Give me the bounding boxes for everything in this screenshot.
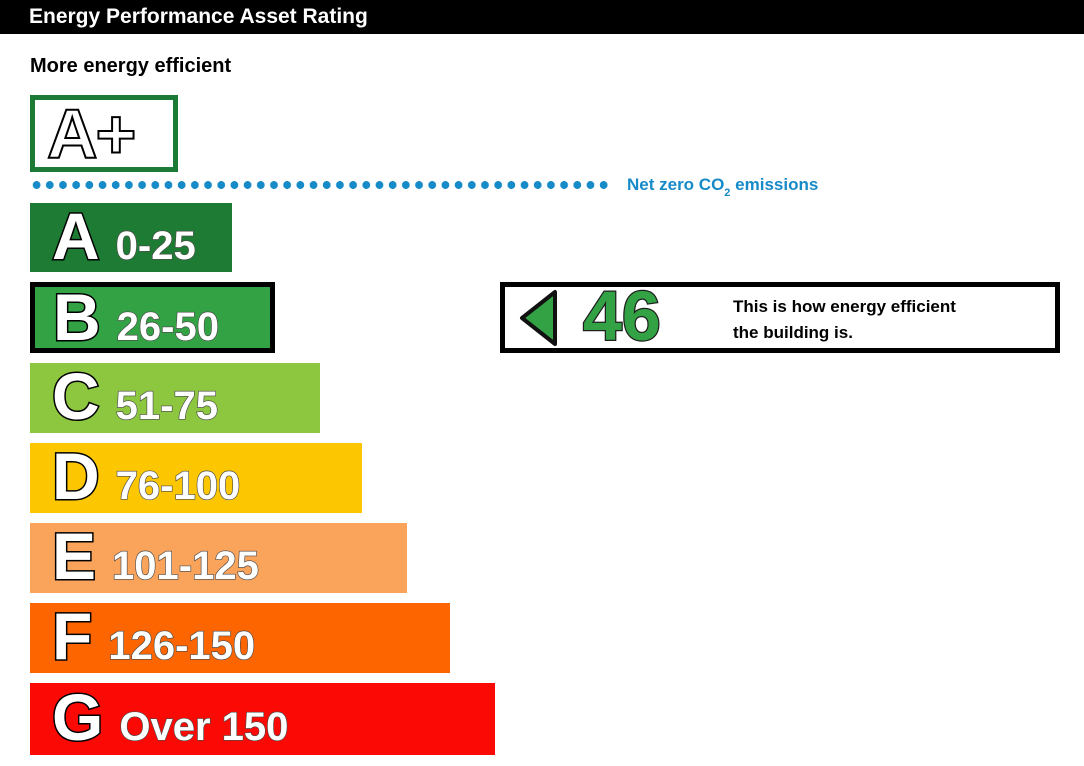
- net-zero-suffix: emissions: [730, 175, 819, 194]
- band-e-letter: E: [50, 519, 97, 593]
- rating-arrow-icon: [520, 289, 557, 346]
- band-b-letter: B: [52, 280, 103, 354]
- band-f-range: 126-150: [108, 624, 256, 668]
- rating-value: 46: [582, 276, 662, 355]
- rating-description-line1: This is how energy efficient: [733, 297, 956, 316]
- net-zero-prefix: Net zero CO: [627, 175, 725, 194]
- band-d-range: 76-100: [115, 464, 241, 508]
- band-d-letter: D: [51, 439, 102, 513]
- band-a-plus-letter: A+: [46, 94, 137, 173]
- band-g-letter: G: [50, 680, 104, 754]
- band-a: A 0-25: [30, 199, 232, 273]
- current-rating-indicator: 46 This is how energy efficient the buil…: [500, 276, 1060, 355]
- band-f-letter: F: [50, 599, 93, 673]
- page-title: Energy Performance Asset Rating: [0, 0, 1084, 34]
- rating-description-line2: the building is.: [733, 323, 853, 342]
- band-b-range: 26-50: [116, 305, 220, 349]
- band-c-letter: C: [51, 359, 102, 433]
- dotted-line: [30, 181, 612, 189]
- band-b-selected: B 26-50: [30, 282, 275, 353]
- band-d: D 76-100: [30, 439, 362, 513]
- band-e: E 101-125: [30, 519, 407, 593]
- net-zero-label: Net zero CO2 emissions: [627, 175, 819, 200]
- band-g-range: Over 150: [119, 705, 289, 749]
- net-zero-subscript: 2: [724, 187, 731, 200]
- band-c-range: 51-75: [115, 384, 219, 428]
- band-f: F 126-150: [30, 599, 450, 673]
- band-a-range: 0-25: [115, 224, 196, 268]
- band-e-range: 101-125: [111, 544, 259, 588]
- rating-description: This is how energy efficient the buildin…: [733, 294, 1048, 346]
- band-g: G Over 150: [30, 680, 495, 755]
- more-energy-efficient-label: More energy efficient: [30, 55, 232, 77]
- band-a-letter: A: [51, 199, 102, 273]
- band-c: C 51-75: [30, 359, 320, 433]
- band-a-plus: A+: [30, 95, 178, 172]
